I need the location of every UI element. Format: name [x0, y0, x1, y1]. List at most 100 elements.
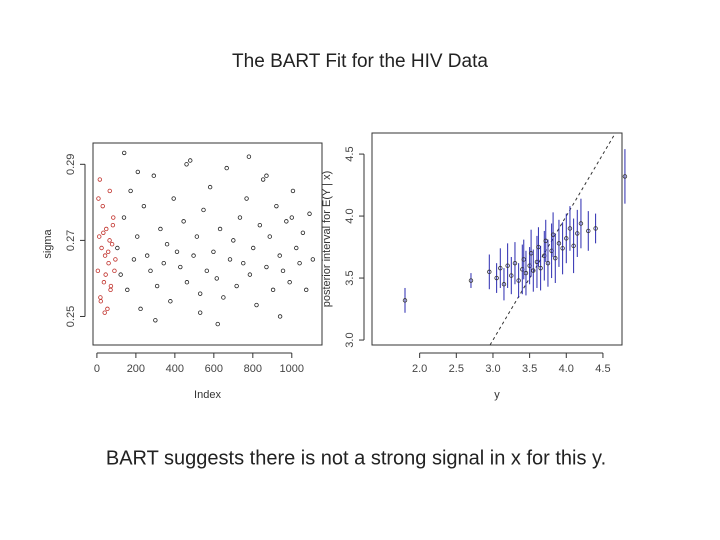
point	[106, 249, 111, 254]
point	[184, 280, 190, 285]
point	[191, 253, 196, 258]
point	[516, 278, 521, 283]
point	[194, 234, 200, 239]
x-axis-label: y	[494, 389, 500, 401]
point	[289, 215, 294, 220]
point	[211, 249, 216, 254]
point	[310, 257, 316, 262]
point	[98, 299, 103, 304]
point	[501, 282, 507, 287]
point	[215, 321, 220, 327]
point	[224, 165, 229, 171]
identity-line	[489, 132, 616, 346]
x-tick-label: 200	[127, 363, 145, 375]
point	[104, 226, 109, 232]
point	[264, 264, 269, 270]
point	[494, 275, 499, 281]
point	[125, 287, 130, 293]
plot-frame	[371, 132, 623, 346]
point	[105, 306, 110, 312]
y-tick-label: 0.25	[65, 306, 77, 327]
point	[553, 256, 558, 261]
point	[102, 253, 108, 258]
point	[300, 230, 306, 235]
point	[158, 226, 163, 232]
x-tick-label: 1000	[280, 363, 304, 375]
point	[270, 287, 276, 293]
point	[141, 203, 147, 209]
point	[99, 245, 104, 251]
x-tick-label: 4.5	[595, 363, 610, 375]
point	[113, 257, 118, 262]
point	[101, 230, 106, 235]
point	[571, 243, 576, 249]
point	[178, 264, 183, 270]
point	[523, 270, 529, 276]
point	[106, 261, 111, 266]
point	[280, 268, 286, 274]
point	[498, 265, 503, 271]
point	[135, 234, 140, 239]
x-tick-label: 0	[94, 363, 100, 375]
x-tick-label: 400	[166, 363, 184, 375]
point	[108, 287, 113, 293]
x-tick-label: 800	[244, 363, 262, 375]
point	[254, 302, 259, 308]
point	[100, 203, 105, 209]
point	[197, 291, 203, 296]
point	[575, 231, 580, 236]
point	[214, 276, 219, 281]
point	[234, 283, 239, 289]
point	[197, 310, 203, 315]
point	[593, 226, 598, 231]
point	[207, 184, 213, 190]
point	[204, 268, 210, 274]
point	[260, 177, 266, 182]
point	[512, 260, 518, 266]
point	[154, 283, 160, 289]
point	[284, 219, 289, 224]
point	[251, 245, 256, 251]
point	[110, 222, 116, 228]
point	[95, 268, 101, 274]
point	[118, 272, 123, 277]
point	[217, 226, 223, 232]
point	[181, 219, 186, 224]
point	[509, 273, 514, 278]
y-tick-label: 4.0	[344, 208, 356, 223]
point	[290, 188, 296, 194]
point	[241, 261, 246, 266]
point	[274, 203, 279, 209]
x-axis-label: Index	[194, 389, 221, 401]
y-tick-label: 3.5	[344, 270, 356, 285]
point	[184, 162, 189, 167]
point	[168, 299, 173, 304]
y-axis-label: posterior interval for E(Y | x)	[321, 171, 333, 308]
point	[148, 268, 153, 274]
point	[151, 173, 157, 178]
point	[564, 236, 569, 241]
point	[102, 310, 107, 315]
point	[103, 272, 108, 277]
y-tick-label: 0.29	[65, 154, 77, 175]
x-tick-label: 600	[205, 363, 223, 375]
slide-title: The BART Fit for the HIV Data	[232, 51, 488, 72]
point	[96, 196, 101, 201]
point	[188, 158, 193, 163]
plot-frame	[92, 142, 323, 346]
x-tick-label: 2.0	[412, 363, 427, 375]
point	[556, 241, 562, 246]
point	[227, 257, 233, 262]
point	[109, 241, 115, 247]
point	[307, 211, 312, 216]
point	[538, 265, 543, 271]
x-tick-label: 2.5	[449, 363, 464, 375]
point	[107, 188, 112, 194]
x-tick-label: 3.5	[522, 363, 537, 375]
point	[171, 196, 176, 201]
point	[115, 245, 120, 251]
point	[246, 154, 252, 159]
point	[487, 269, 492, 275]
point	[287, 280, 292, 285]
